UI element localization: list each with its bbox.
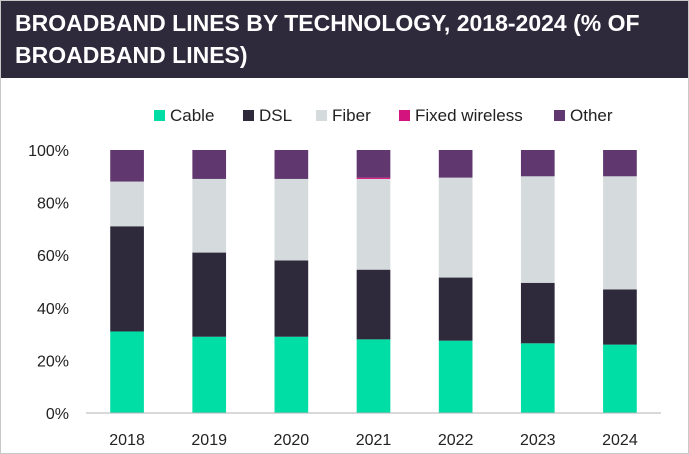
y-tick-label: 0%: [46, 406, 69, 423]
bar-segment-fiber-2023: [520, 176, 555, 283]
legend-swatch-dsl: [243, 110, 254, 121]
bar-segment-other-2020: [274, 150, 309, 179]
y-tick-label: 60%: [37, 248, 69, 265]
bar-segment-cable-2020: [274, 336, 309, 413]
bar-segment-cable-2018: [110, 331, 144, 413]
bar-segment-dsl-2023: [520, 282, 555, 344]
bar-segment-dsl-2021: [356, 269, 391, 340]
bar-segment-other-2019: [192, 150, 227, 179]
bar-segment-cable-2022: [438, 340, 473, 413]
legend-label-cable: Cable: [170, 106, 214, 125]
x-tick-label: 2020: [274, 432, 310, 449]
legend: Cable DSL Fiber Fixed wireless Other: [154, 106, 613, 125]
bar-segment-fiber-2024: [603, 176, 637, 290]
y-tick-label: 20%: [37, 353, 69, 370]
x-tick-label: 2024: [602, 432, 638, 449]
y-tick-label: 40%: [37, 301, 69, 318]
legend-label-dsl: DSL: [259, 106, 292, 125]
x-tick-label: 2022: [438, 432, 474, 449]
title-bar: BROADBAND LINES BY TECHNOLOGY, 2018-2024…: [1, 1, 688, 78]
bar-segment-fiber-2018: [110, 181, 144, 227]
bar-segment-dsl-2019: [192, 252, 227, 337]
y-tick-label: 80%: [37, 196, 69, 213]
bars: 2018 2019 2020 2021 2022 2023 2024: [109, 150, 638, 449]
bar-segment-fiber-2021: [356, 178, 391, 270]
legend-swatch-cable: [154, 110, 165, 121]
bar-segment-cable-2024: [603, 344, 637, 413]
x-tick-label: 2023: [520, 432, 556, 449]
bar-segment-dsl-2018: [110, 226, 144, 332]
bar-segment-cable-2023: [520, 343, 555, 413]
legend-label-fixed-wireless: Fixed wireless: [415, 106, 523, 125]
legend-swatch-other: [554, 110, 565, 121]
chart-area: Cable DSL Fiber Fixed wireless Other 0% 20% 40%…: [1, 78, 688, 453]
bar-segment-other-2022: [438, 150, 473, 178]
legend-label-other: Other: [570, 106, 613, 125]
bar-segment-dsl-2022: [438, 277, 473, 341]
bar-segment-other-2024: [603, 150, 637, 177]
y-tick-label: 100%: [28, 143, 69, 160]
bar-segment-cable-2021: [356, 339, 391, 413]
bar-segment-other-2018: [110, 150, 144, 182]
y-axis: 0% 20% 40% 60% 80% 100%: [28, 143, 69, 423]
x-tick-label: 2021: [356, 432, 392, 449]
bar-segment-fiber-2022: [438, 177, 473, 278]
legend-swatch-fiber: [316, 110, 327, 121]
bar-segment-fiber-2020: [274, 178, 309, 261]
x-tick-label: 2019: [191, 432, 227, 449]
bar-segment-dsl-2024: [603, 289, 637, 345]
chart-title: BROADBAND LINES BY TECHNOLOGY, 2018-2024…: [15, 10, 640, 68]
bar-segment-other-2021: [356, 150, 391, 178]
bar-segment-fiber-2019: [192, 178, 227, 253]
legend-swatch-fixed-wireless: [399, 110, 410, 121]
bar-segment-fixed-wireless-2021: [356, 177, 391, 179]
bar-segment-other-2023: [520, 150, 555, 177]
bar-segment-cable-2019: [192, 336, 227, 413]
legend-label-fiber: Fiber: [332, 106, 371, 125]
stacked-bar-chart: Cable DSL Fiber Fixed wireless Other 0% 20% 40%…: [28, 106, 661, 449]
bar-segment-dsl-2020: [274, 260, 309, 337]
x-tick-label: 2018: [109, 432, 145, 449]
